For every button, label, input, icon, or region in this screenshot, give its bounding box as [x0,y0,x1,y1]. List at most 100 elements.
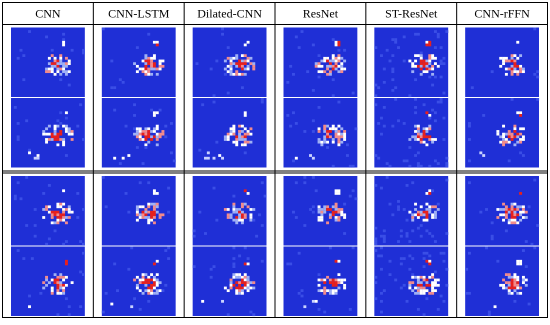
heatmap-cell [343,59,347,63]
heatmap-cell [62,213,66,217]
heatmap-cell [33,156,37,160]
heatmap-cell [56,138,60,141]
heatmap-cell [118,162,122,165]
heatmap-cell [167,210,171,214]
heatmap-cell [240,54,244,58]
heatmap-cell [246,289,250,293]
heatmap-cell [246,64,250,68]
heatmap-cell [155,72,159,76]
heatmap-cell [53,56,57,60]
heatmap-cell [408,146,412,149]
heatmap-cell [223,59,227,63]
heatmap-cell [334,64,338,68]
heatmap-cell [16,138,20,141]
heatmap-cell [229,62,233,66]
heatmap-cell [45,140,49,144]
heatmap-cell [431,273,435,277]
heatmap-cell [209,67,213,71]
heatmap-cell [377,254,381,258]
heatmap-cell [155,202,159,206]
heatmap-cell [238,291,242,295]
heatmap-cell [436,278,440,282]
heatmap-cell [141,275,145,279]
heatmap-cell [209,267,213,271]
heatmap-cell [147,59,151,63]
heatmap-cell [147,221,151,225]
heatmap-cell [135,208,139,211]
heatmap-cell [150,64,154,68]
heatmap-cell [235,286,239,290]
heatmap-cell [394,38,398,41]
heatmap-cell [442,91,446,95]
heatmap-cell [490,70,494,74]
heatmap-cell [431,56,435,60]
heatmap-cell [232,72,236,76]
heatmap-cell [64,259,68,263]
heatmap-cell [155,281,159,285]
heatmap-cell [144,138,148,141]
heatmap-cell [144,289,148,293]
heatmap-cell [314,189,318,193]
heatmap-cell [42,132,46,136]
heatmap-cell [436,64,440,68]
heatmap-cell [147,62,151,66]
heatmap-cell [521,208,525,211]
heatmap-cell [252,67,256,71]
heatmap-cell [411,218,415,222]
heatmap-cell [323,138,327,141]
heatmap-cell [147,299,151,303]
heatmap-cell [521,281,525,285]
heatmap-cell [334,208,338,211]
heatmap-cell [229,72,233,76]
heatmap-cell [76,216,80,219]
heatmap-cell [155,67,159,71]
heatmap-cell [64,124,68,128]
heatmap-cell [62,62,66,66]
heatmap-cell [504,210,508,214]
heatmap-cell [513,143,517,147]
heatmap-cell [70,132,74,136]
heatmap-cell [252,313,256,317]
heatmap-cell [229,59,233,63]
heatmap-cell [507,140,511,144]
heatmap-cell [428,262,432,266]
heatmap-cell [416,210,420,214]
heatmap-cell [326,275,330,279]
heatmap-cell [334,216,338,219]
heatmap-cell [249,310,253,314]
heatmap-cell [334,281,338,285]
heatmap-cell [326,208,330,211]
heatmap-cell [62,289,66,293]
heatmap-cell [521,249,525,252]
heatmap-cell [141,273,145,277]
heatmap-cell [507,135,511,139]
heatmap-cell [510,216,514,219]
heatmap-cell [328,70,332,74]
heatmap-cell [294,35,298,39]
heatmap-cell [147,127,151,131]
heatmap-cell [141,205,145,209]
heatmap-cell [294,122,298,125]
heatmap-cell [334,62,338,66]
heatmap-cell [340,64,344,68]
heatmap-cell [62,202,66,206]
heatmap-cell [240,143,244,147]
heatmap-cell [317,138,321,141]
heatmap-cell [42,281,46,285]
heatmap-cell [428,75,432,79]
heatmap-cell [81,138,85,141]
heatmap-cell [229,64,233,68]
heatmap-cell [331,213,335,217]
heatmap-cell [56,289,60,293]
heatmap-cell [147,291,151,295]
heatmap-cell [323,291,327,295]
heatmap-cell [516,132,520,136]
heatmap-cell [155,143,159,147]
heatmap-cell [436,35,440,39]
heatmap-cell [240,62,244,66]
heatmap-cell [150,62,154,66]
heatmap-cell [243,278,247,282]
heatmap-cell [286,80,290,84]
heatmap [374,98,449,168]
heatmap-cell [394,98,398,101]
